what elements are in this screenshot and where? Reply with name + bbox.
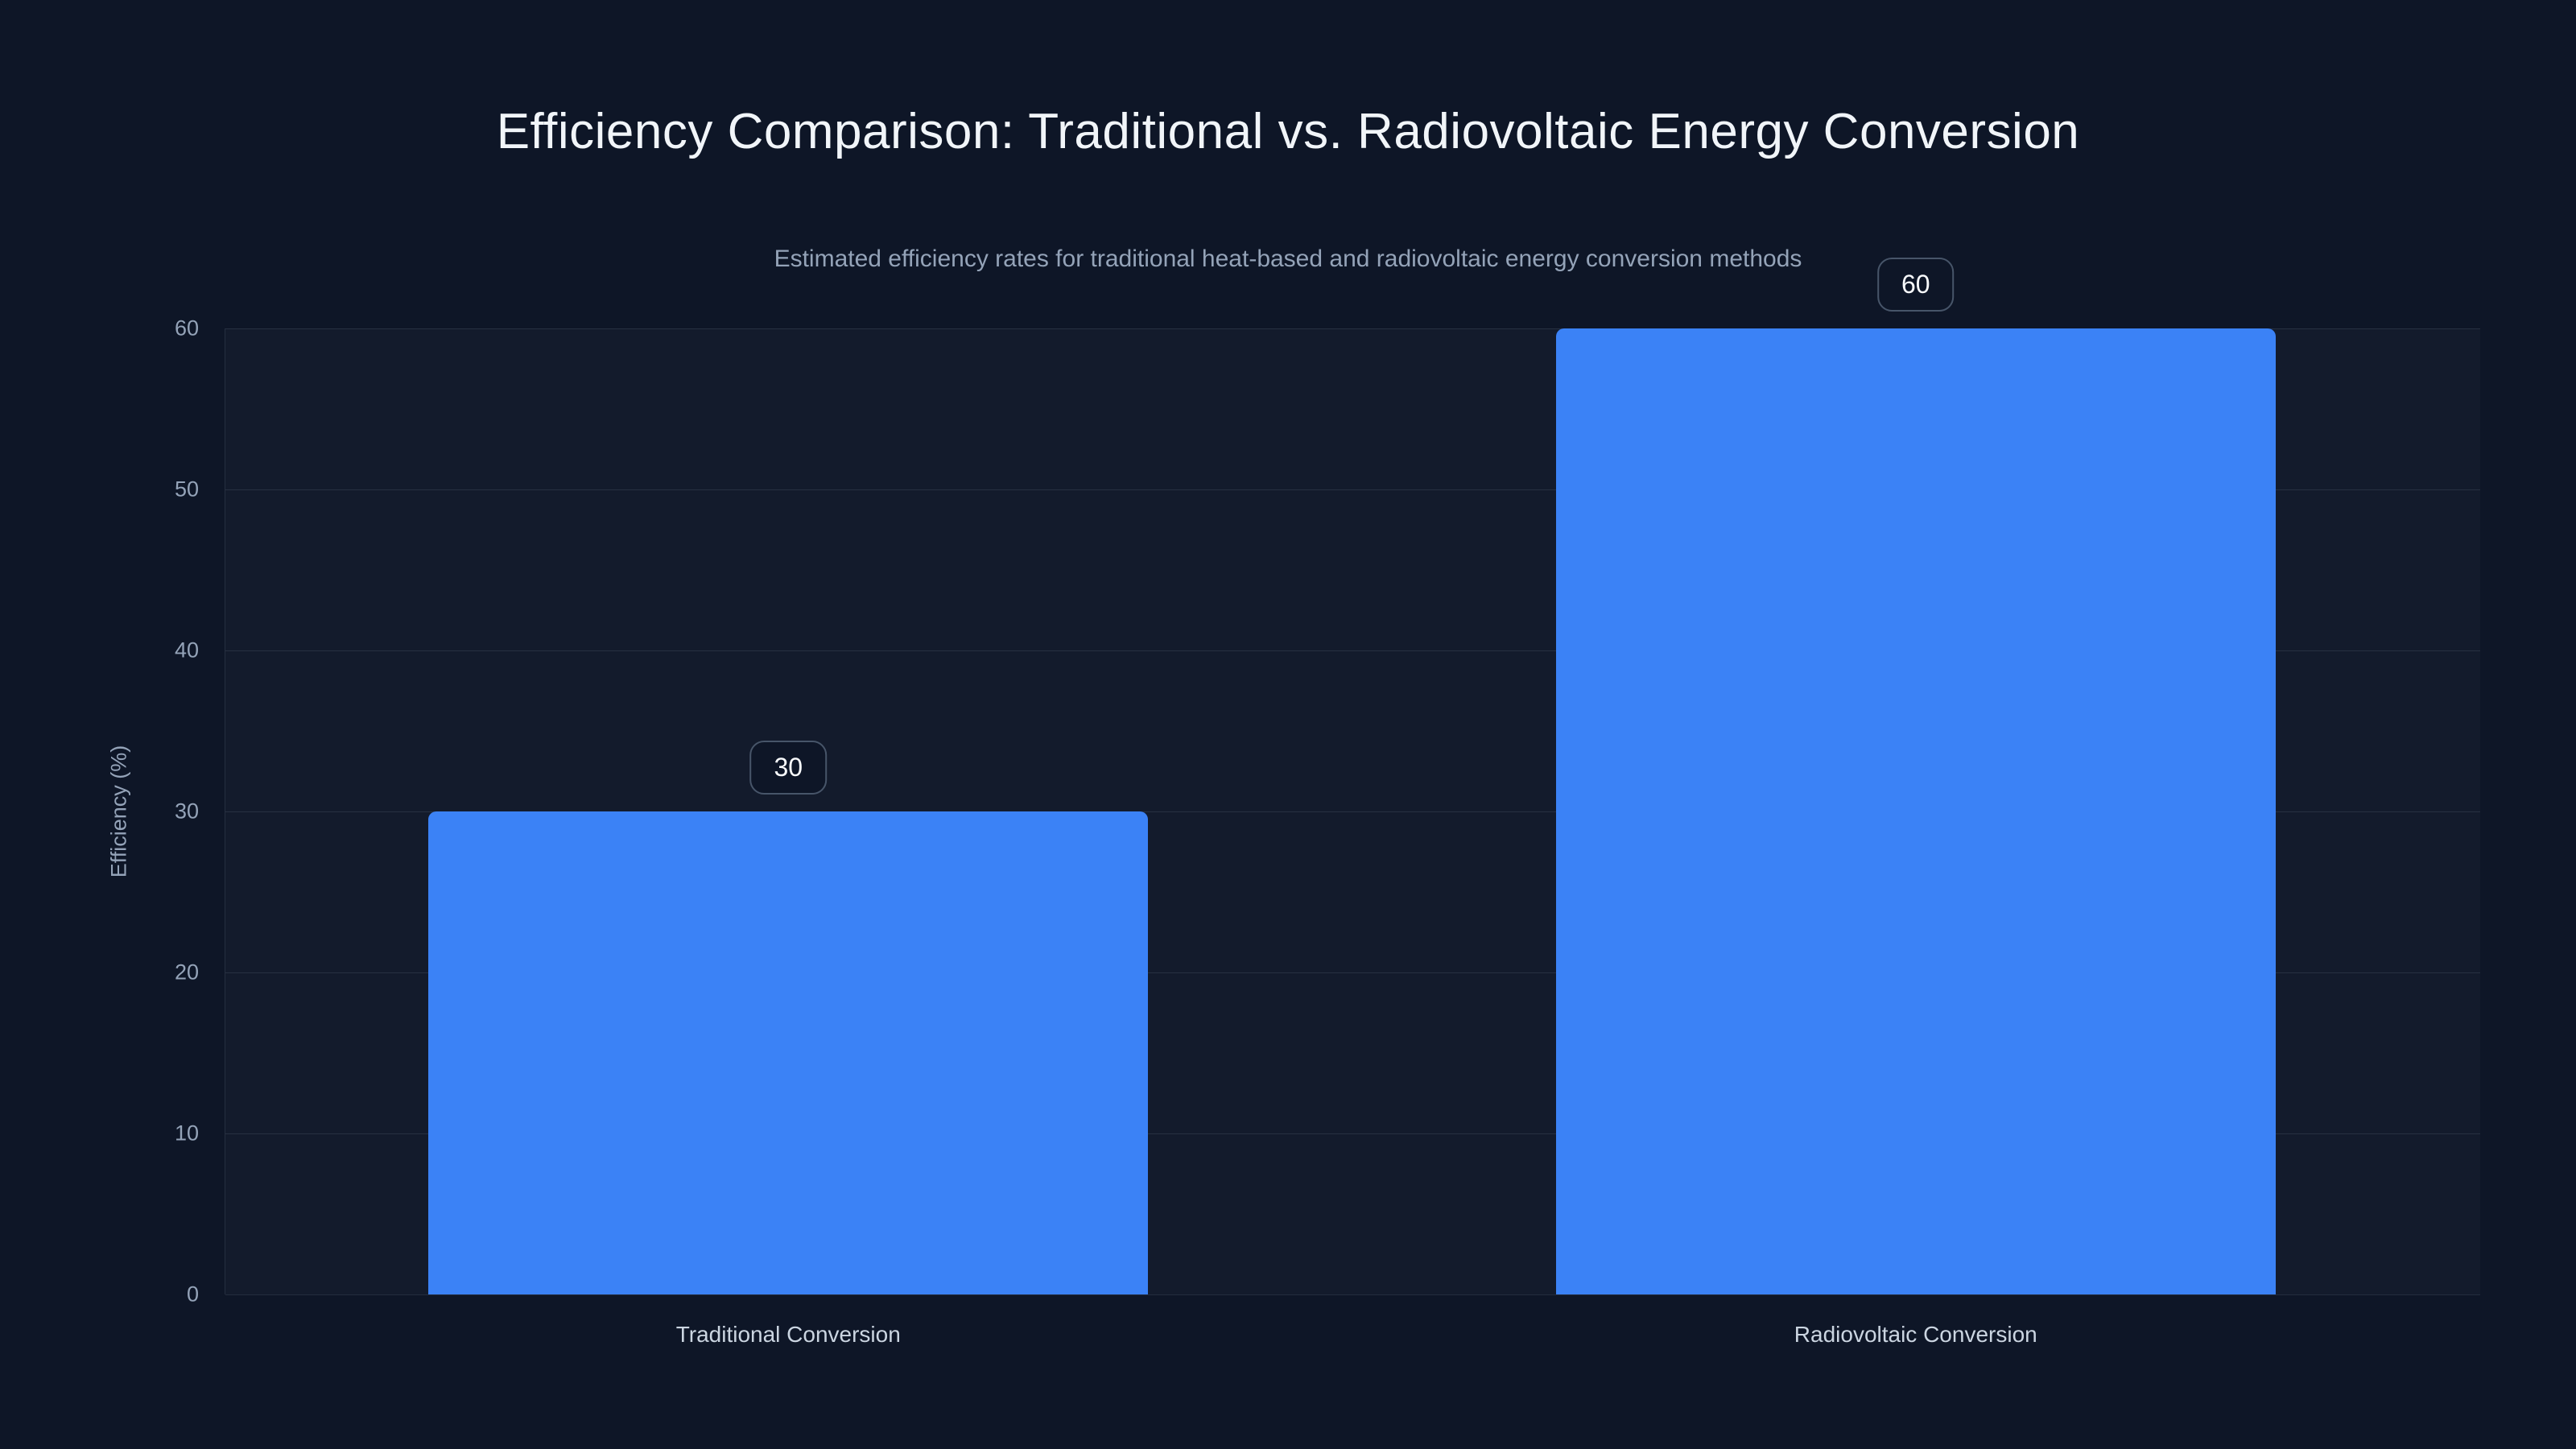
x-tick-label-0: Traditional Conversion <box>675 1322 901 1347</box>
gridline-20 <box>225 972 2480 973</box>
bar-1[interactable] <box>1555 328 2276 1294</box>
chart-subtitle: Estimated efficiency rates for tradition… <box>774 246 1802 272</box>
gridline-40 <box>225 650 2480 651</box>
value-label-1: 60 <box>1876 258 1955 312</box>
y-tick-label-40: 40 <box>174 638 199 663</box>
y-tick-label-50: 50 <box>174 477 199 502</box>
gridline-30 <box>225 811 2480 812</box>
chart-title: Efficiency Comparison: Traditional vs. R… <box>496 104 2080 159</box>
gridline-50 <box>225 489 2480 490</box>
y-tick-label-20: 20 <box>174 960 199 985</box>
y-tick-label-30: 30 <box>174 799 199 824</box>
value-label-0: 30 <box>749 741 828 795</box>
y-tick-label-10: 10 <box>174 1121 199 1146</box>
y-tick-label-0: 0 <box>186 1282 199 1307</box>
y-tick-label-60: 60 <box>174 316 199 341</box>
x-tick-label-1: Radiovoltaic Conversion <box>1794 1322 2037 1347</box>
gridline-60 <box>225 328 2480 329</box>
gridline-10 <box>225 1133 2480 1134</box>
bar-0[interactable] <box>428 811 1149 1294</box>
gridline-0 <box>225 1294 2480 1295</box>
